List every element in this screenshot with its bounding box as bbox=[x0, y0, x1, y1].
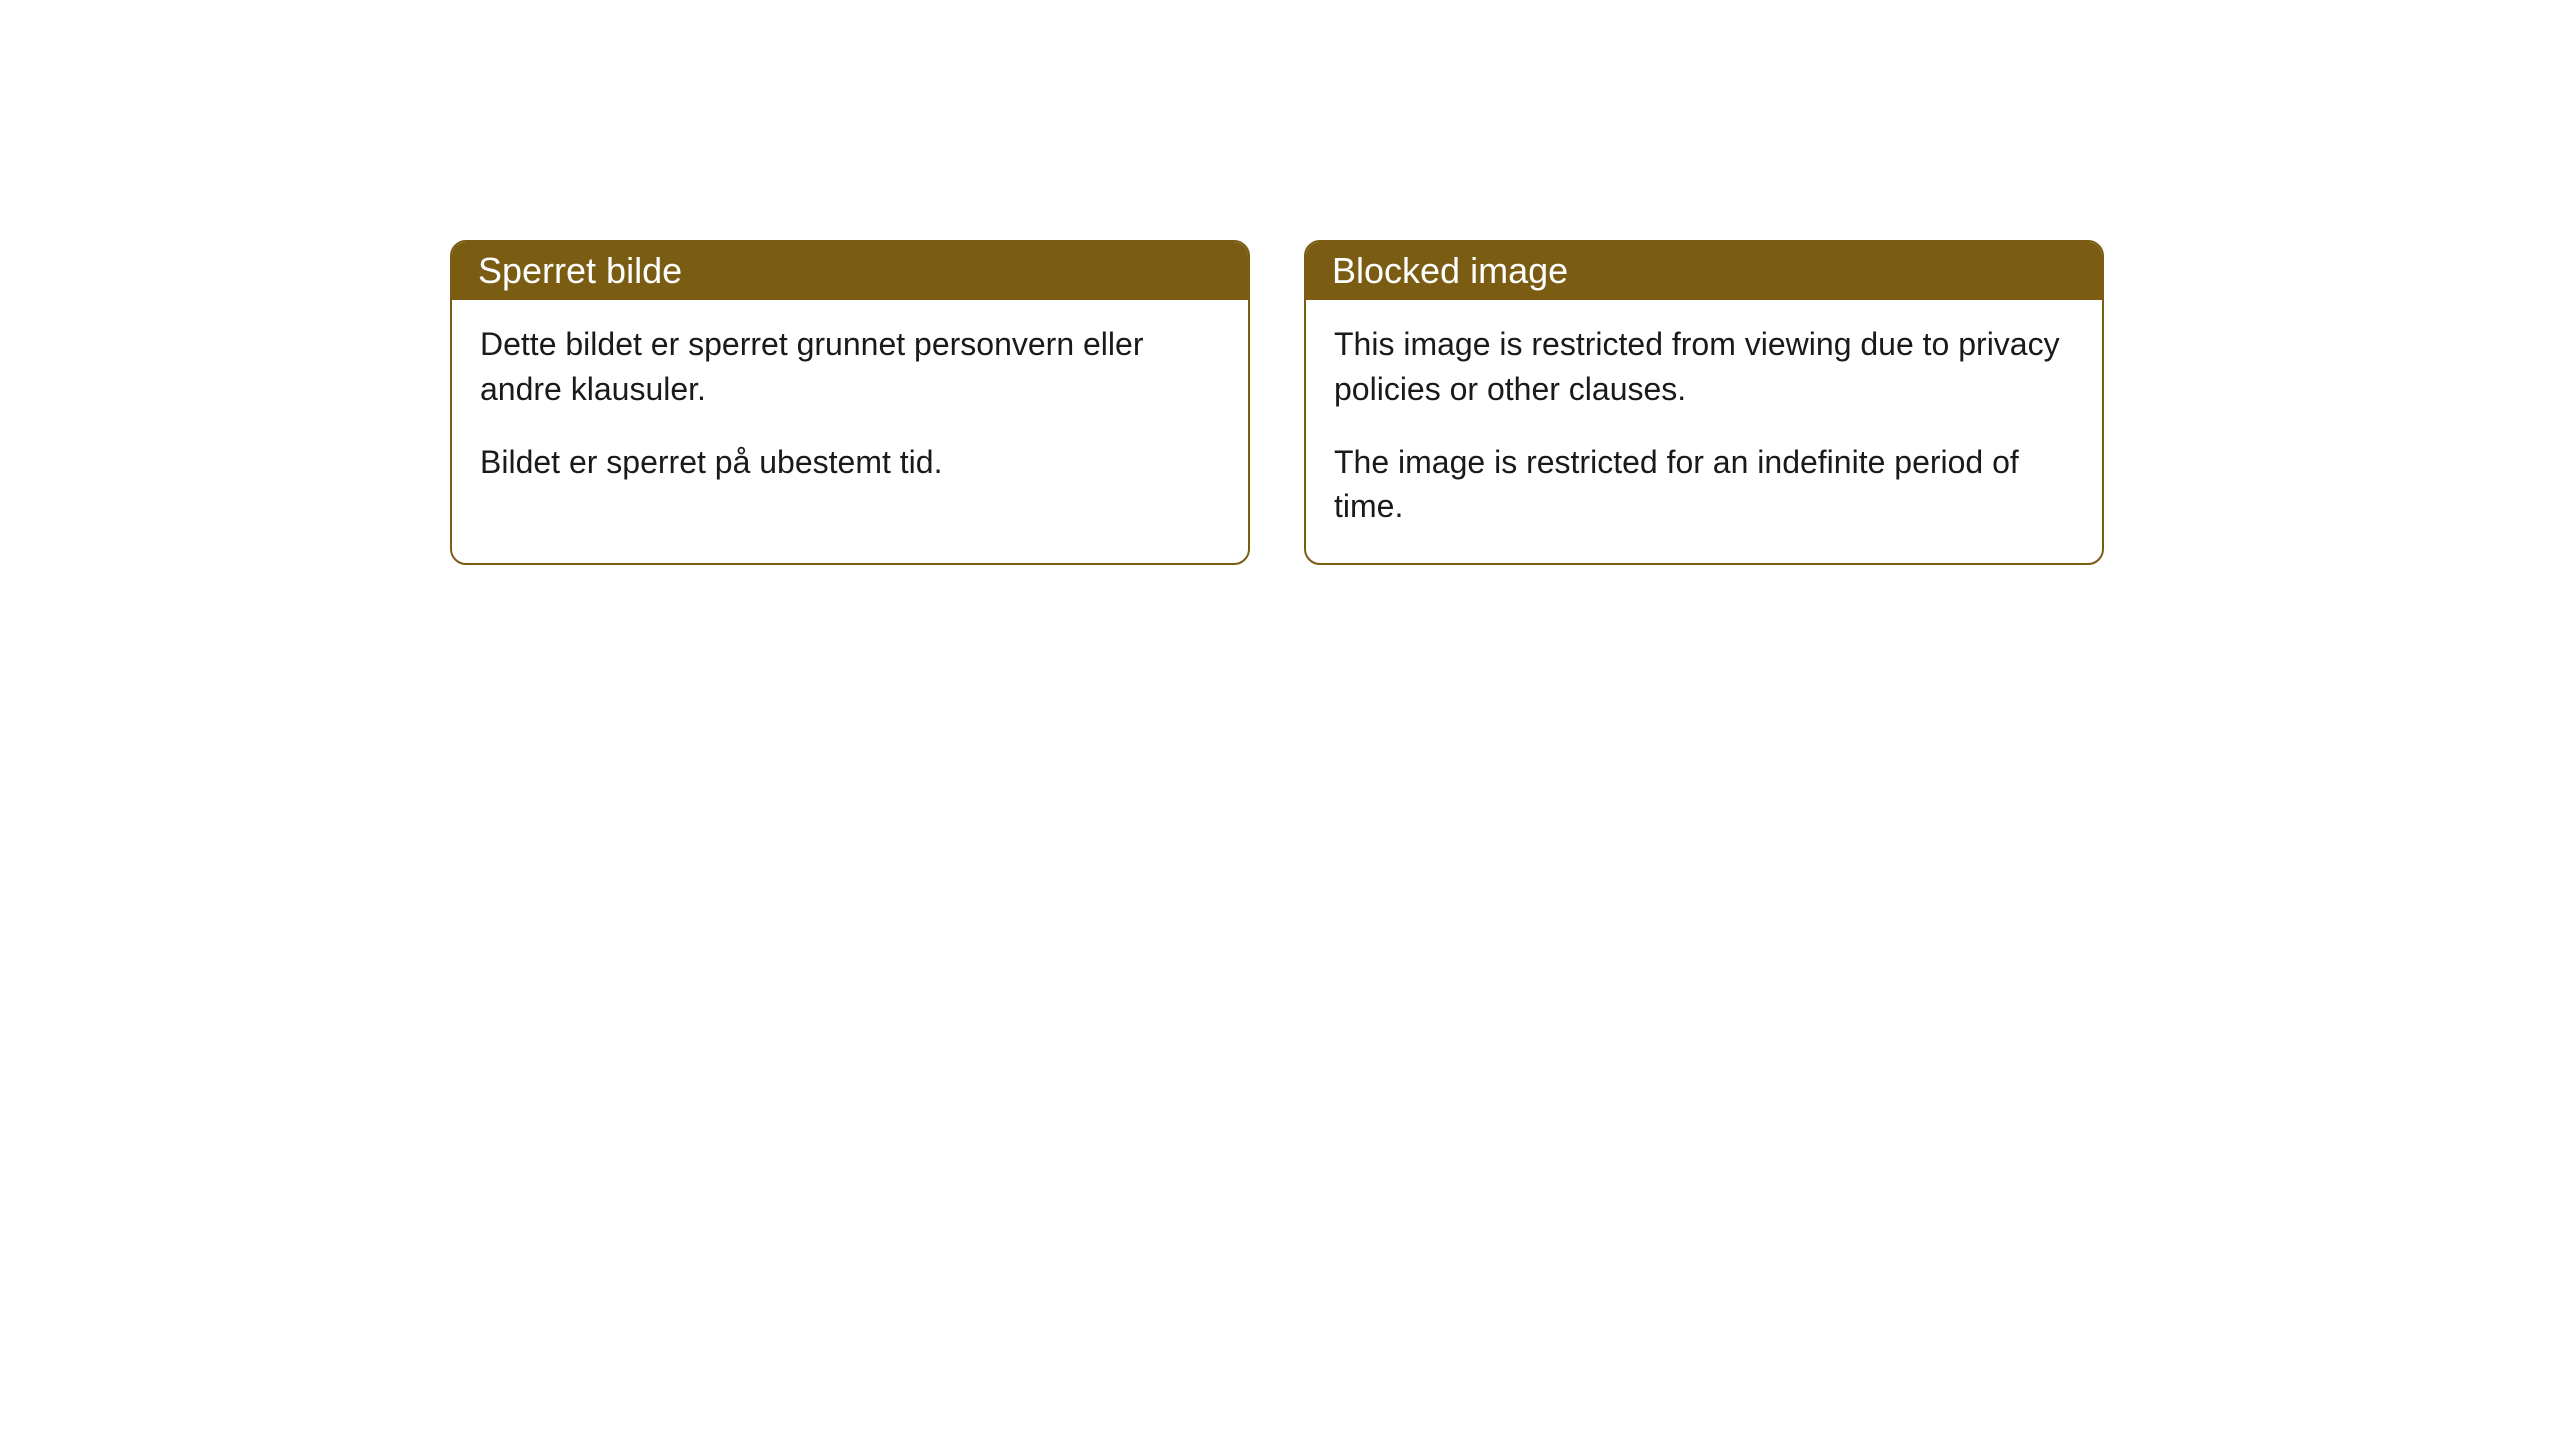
card-header: Blocked image bbox=[1306, 242, 2102, 300]
notice-card-norwegian: Sperret bilde Dette bildet er sperret gr… bbox=[450, 240, 1250, 565]
card-paragraph: This image is restricted from viewing du… bbox=[1334, 322, 2074, 412]
card-body: This image is restricted from viewing du… bbox=[1306, 300, 2102, 563]
notice-container: Sperret bilde Dette bildet er sperret gr… bbox=[0, 0, 2560, 565]
card-body: Dette bildet er sperret grunnet personve… bbox=[452, 300, 1248, 518]
card-paragraph: Dette bildet er sperret grunnet personve… bbox=[480, 322, 1220, 412]
card-paragraph: The image is restricted for an indefinit… bbox=[1334, 440, 2074, 530]
card-header: Sperret bilde bbox=[452, 242, 1248, 300]
card-title: Blocked image bbox=[1332, 250, 1568, 291]
notice-card-english: Blocked image This image is restricted f… bbox=[1304, 240, 2104, 565]
card-title: Sperret bilde bbox=[478, 250, 682, 291]
card-paragraph: Bildet er sperret på ubestemt tid. bbox=[480, 440, 1220, 485]
